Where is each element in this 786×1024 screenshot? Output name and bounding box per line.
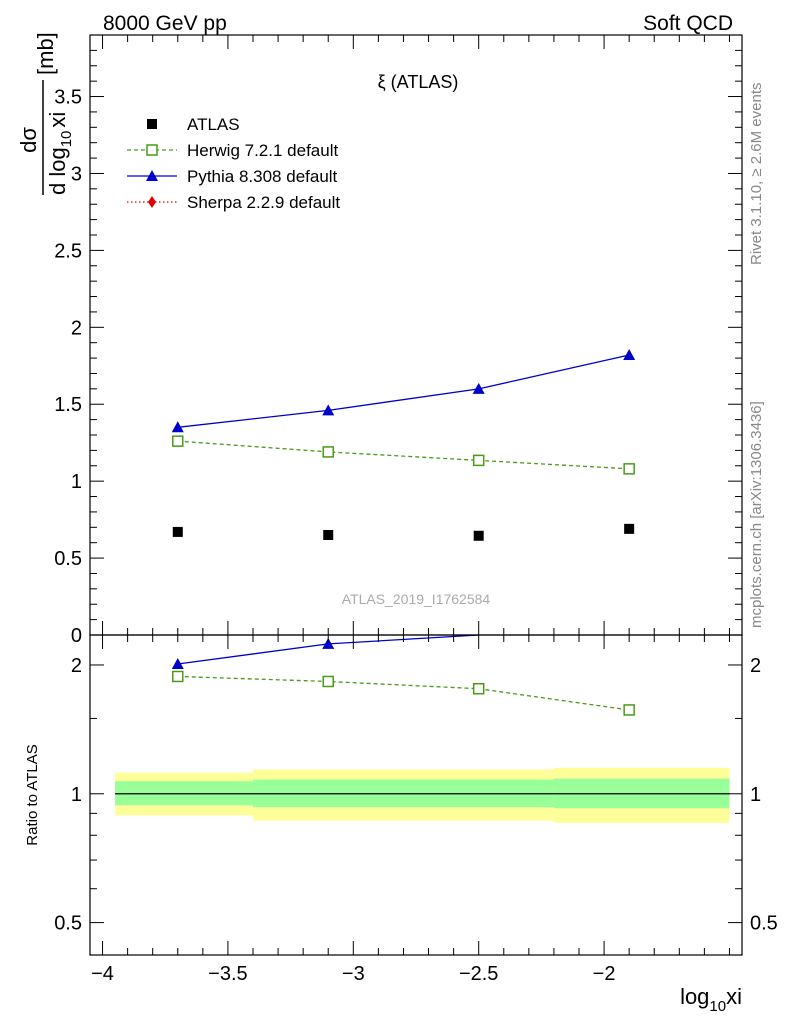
ratio-panel: 0.5 0.5 1 1 2 2 Ratio to ATLAS xyxy=(24,634,778,956)
herwig-ratio-line xyxy=(177,675,630,711)
main-y-tick-label: 1.5 xyxy=(54,394,82,416)
herwig-point xyxy=(623,704,635,716)
svg-text:d log10xi: d log10 xi xyxy=(45,112,75,195)
legend-label: Sherpa 2.2.9 default xyxy=(187,193,340,212)
ratio-axes: 0.5 0.5 1 1 2 2 xyxy=(54,635,778,955)
ratio-ylabel: Ratio to ATLAS xyxy=(24,744,41,845)
herwig-point xyxy=(623,463,635,475)
main-y-tick-label: 1 xyxy=(71,471,82,493)
pythia-point xyxy=(472,382,485,394)
pythia-point xyxy=(171,658,184,670)
ratio-y-tick-label: 2 xyxy=(71,655,82,677)
pythia-point xyxy=(322,637,335,649)
ylabel-numerator: dσ xyxy=(16,127,41,153)
x-axis-label-main: log xyxy=(680,984,709,1009)
data-point xyxy=(473,530,484,541)
header-left: 8000 GeV pp xyxy=(103,12,227,35)
ratio-y-tick-label: 0.5 xyxy=(54,913,82,935)
watermark: ATLAS_2019_I1762584 xyxy=(342,591,491,607)
x-axis-tick-labels: −4 −3.5 −3 −2.5 −2 xyxy=(91,963,615,985)
x-tick-label: −2.5 xyxy=(459,963,498,985)
data-point xyxy=(147,119,157,129)
herwig-main-line xyxy=(177,440,630,470)
ratio-y-tick-label-right: 2 xyxy=(750,655,761,677)
herwig-point xyxy=(322,675,334,688)
ylabel-denominator-tail: xi xyxy=(45,112,70,128)
plot-title: ξ (ATLAS) xyxy=(378,72,459,92)
pythia-point xyxy=(623,349,636,360)
rivet-side-label: Rivet 3.1.10, ≥ 2.6M events xyxy=(748,83,765,266)
herwig-point xyxy=(472,682,485,695)
pythia-point xyxy=(171,421,184,433)
ylabel-denominator-sub: 10 xyxy=(58,131,75,148)
main-y-tick-label: 2 xyxy=(71,317,82,339)
sherpa-point xyxy=(148,196,156,208)
ylabel-denominator: d log xyxy=(45,147,70,195)
pythia-main-line xyxy=(177,354,630,428)
herwig-point xyxy=(172,435,184,447)
legend-label: ATLAS xyxy=(187,115,240,134)
pythia-point xyxy=(146,170,158,181)
ratio-y-tick-label-right: 0.5 xyxy=(750,913,778,935)
main-axes: 0 0.5 1 1.5 2 2.5 3 3.5 xyxy=(54,34,742,647)
main-y-tick-label: 2.5 xyxy=(54,240,82,262)
x-tick-label: −4 xyxy=(91,963,114,985)
herwig-point xyxy=(322,446,334,458)
x-axis-label-tail: xi xyxy=(726,984,742,1009)
main-y-tick-label: 3 xyxy=(71,163,82,185)
main-y-tick-label: 0.5 xyxy=(54,548,82,570)
x-axis-label-sub: 10 xyxy=(709,998,726,1015)
data-point xyxy=(323,530,334,540)
main-y-tick-label: 0 xyxy=(71,625,82,647)
x-tick-label: −2 xyxy=(593,963,616,985)
legend: ATLAS Herwig 7.2.1 default Pythia 8.308 de… xyxy=(127,115,340,212)
ratio-y-tick-label-right: 1 xyxy=(750,784,761,806)
main-plot-content xyxy=(171,349,636,541)
pythia-point xyxy=(322,404,335,416)
main-panel: 0 0.5 1 1.5 2 2.5 3 3.5 ξ (ATLAS) ATLAS_2019_I1… xyxy=(54,34,743,647)
x-tick-label: −3.5 xyxy=(208,963,247,985)
herwig-point xyxy=(146,144,158,156)
legend-label: Pythia 8.308 default xyxy=(187,167,338,186)
main-ylabel: dσ d log10 xi [mb] xyxy=(16,32,75,195)
ratio-plot-content xyxy=(115,634,730,823)
herwig-point xyxy=(172,670,184,683)
ylabel-unit: [mb] xyxy=(33,32,58,75)
data-point xyxy=(172,526,183,537)
ratio-y-tick-label: 1 xyxy=(71,784,82,806)
legend-label: Herwig 7.2.1 default xyxy=(187,141,338,160)
main-y-tick-label: 3.5 xyxy=(54,87,82,109)
data-point xyxy=(624,523,635,534)
herwig-point xyxy=(472,454,485,467)
mcplots-side-label: mcplots.cern.ch [arXiv:1306.3436] xyxy=(748,401,765,628)
x-tick-label: −3 xyxy=(342,963,365,985)
x-axis-label: log10xi xyxy=(680,984,742,1015)
ratio-frame xyxy=(89,634,743,956)
header-right: Soft QCD xyxy=(643,12,733,35)
